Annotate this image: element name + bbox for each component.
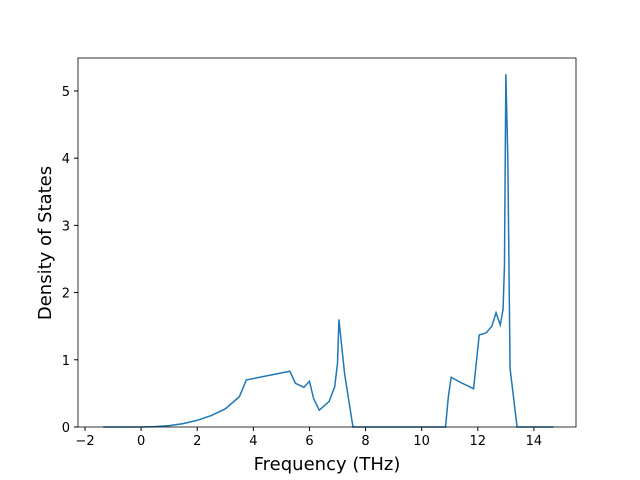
x-tick-label: −2: [75, 434, 94, 449]
x-tick-label: 2: [193, 434, 201, 449]
y-tick-label: 1: [62, 354, 70, 369]
y-tick-label: 4: [62, 152, 70, 167]
plot-frame: [77, 57, 577, 428]
y-tick-label: 0: [62, 421, 70, 436]
y-axis-label: Density of States: [35, 166, 56, 320]
line-series: [103, 74, 554, 428]
x-tick-label: 6: [305, 434, 313, 449]
y-tick-label: 5: [62, 85, 70, 100]
x-tick-label: 12: [470, 434, 487, 449]
x-tick-label: 10: [413, 434, 430, 449]
x-tick-label: 14: [526, 434, 543, 449]
y-tick-label: 2: [62, 287, 70, 302]
x-tick-label: 8: [361, 434, 369, 449]
y-tick-label: 3: [62, 219, 70, 234]
x-tick-label: 0: [137, 434, 145, 449]
x-tick-label: 4: [249, 434, 257, 449]
x-axis-label: Frequency (THz): [254, 454, 401, 475]
